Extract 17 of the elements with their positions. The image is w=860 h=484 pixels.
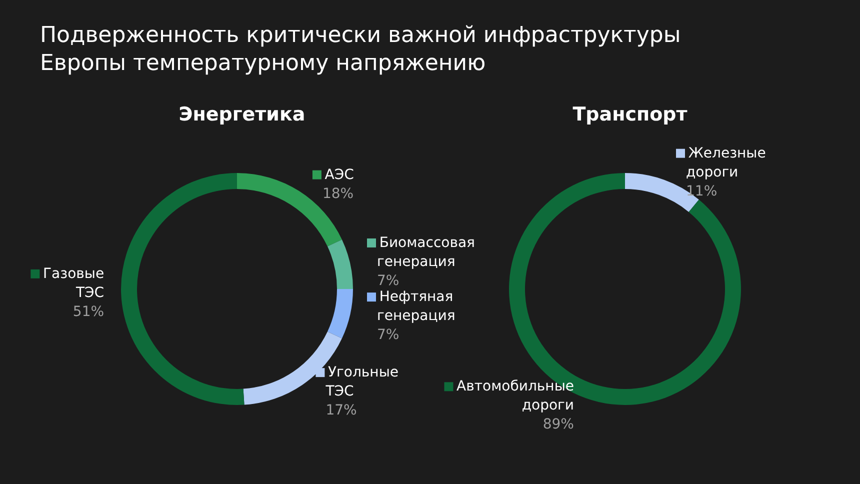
legend-label: Угольные ТЭС (324, 364, 399, 400)
data-label: 11% (686, 183, 718, 200)
data-label: 18% (322, 186, 354, 202)
legend-label: АЭС (324, 166, 354, 183)
legend-label: Биомассовая генерация (377, 234, 475, 270)
data-label: 89% (542, 416, 574, 433)
legend-label: Нефтяная генерация (377, 289, 456, 324)
legend-label: Газовые ТЭС (43, 266, 104, 301)
chart-title: Подверженность критически важной инфраструктуры Европы температурному напряжению (40, 22, 682, 78)
chart-subtitle: Энергетика (178, 104, 306, 126)
chart-subtitle: Транспорт (572, 104, 688, 126)
data-label: 51% (72, 304, 104, 320)
data-label: 7% (377, 272, 400, 289)
legend-label: Железные дороги (686, 145, 766, 180)
data-label: 7% (377, 327, 400, 344)
legend-label: Автомобильные дороги (456, 378, 574, 414)
data-label: 17% (326, 402, 357, 419)
